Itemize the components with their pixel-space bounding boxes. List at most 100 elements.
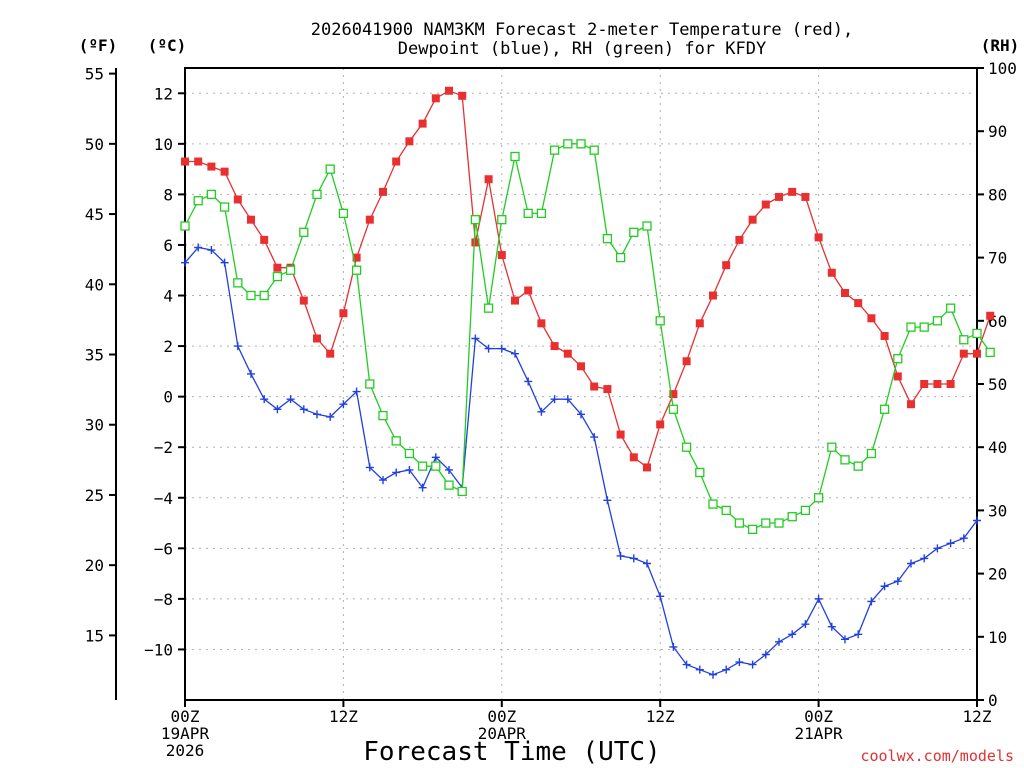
series-layer — [180, 86, 995, 679]
dewpoint-point — [643, 559, 651, 568]
relative-humidity-point — [774, 518, 784, 528]
fahrenheit-tick-label: 50 — [85, 135, 104, 154]
dewpoint-point — [273, 405, 282, 414]
dewpoint-point — [326, 412, 335, 421]
temperature-point — [841, 288, 849, 297]
temperature-point — [326, 349, 335, 358]
celsius-tick-label: 2 — [163, 337, 173, 356]
dewpoint-point — [194, 243, 203, 252]
rh-tick-label: 30 — [988, 501, 1007, 520]
relative-humidity-point — [470, 215, 481, 225]
relative-humidity-point — [787, 512, 797, 522]
relative-humidity-point — [721, 505, 731, 516]
relative-humidity-point — [497, 215, 507, 225]
temperature-point — [194, 157, 203, 166]
dewpoint-point — [497, 344, 506, 353]
relative-humidity-point — [827, 442, 837, 452]
temperature-point — [339, 309, 348, 318]
dewpoint-point — [695, 665, 704, 674]
relative-humidity-point — [312, 189, 322, 200]
temperature-point — [471, 238, 480, 247]
dewpoint-point — [682, 660, 691, 669]
temperature-point — [854, 299, 863, 308]
relative-humidity-point — [708, 499, 718, 509]
x-tick-label: 00Z — [487, 707, 516, 726]
relative-humidity-point — [615, 252, 626, 263]
temperature-point — [590, 382, 599, 391]
temperature-point — [973, 349, 981, 358]
relative-humidity-point — [351, 265, 362, 275]
temperature-point — [788, 187, 797, 196]
temperature-point — [405, 137, 414, 146]
dewpoint-point — [181, 258, 189, 267]
relative-humidity-point — [681, 442, 692, 452]
dewpoint-point — [867, 597, 876, 606]
temperature-point — [656, 420, 665, 429]
temperature-point — [260, 235, 269, 244]
fahrenheit-tick-label: 40 — [85, 275, 104, 294]
relative-humidity-line — [184, 143, 991, 531]
celsius-tick-label: 0 — [163, 388, 173, 407]
relative-humidity-point — [285, 265, 296, 275]
relative-humidity-point — [272, 271, 283, 282]
dewpoint-point — [920, 554, 929, 563]
relative-humidity-point — [932, 316, 943, 326]
rh-tick-label: 90 — [988, 122, 1007, 141]
relative-humidity-point — [629, 227, 639, 237]
temperature-point — [392, 157, 401, 166]
relative-humidity-point — [668, 404, 679, 414]
dewpoint-point — [748, 660, 757, 669]
dewpoint-point — [616, 551, 625, 560]
dewpoint-point — [603, 496, 612, 505]
relative-humidity-point — [800, 505, 811, 516]
temperature-point — [748, 215, 757, 224]
dewpoint-point — [247, 369, 255, 378]
celsius-unit-label: (ºC) — [148, 36, 187, 55]
dewpoint-point — [854, 630, 863, 639]
celsius-tick-label: −4 — [154, 489, 173, 508]
temperature-point — [643, 463, 651, 472]
fahrenheit-tick-label: 30 — [85, 416, 104, 435]
relative-humidity-point — [747, 524, 758, 535]
relative-humidity-point — [549, 145, 560, 155]
temperature-point — [273, 263, 282, 272]
dewpoint-point — [418, 483, 427, 492]
relative-humidity-point — [734, 518, 745, 528]
rh-tick-label: 100 — [988, 59, 1017, 78]
dewpoint-point — [563, 395, 572, 404]
relative-humidity-point — [589, 145, 599, 155]
temperature-point — [445, 86, 453, 95]
temperature-point — [181, 157, 189, 166]
temperature-point — [880, 331, 889, 340]
celsius-tick-label: −6 — [154, 539, 173, 558]
temperature-point — [920, 380, 929, 388]
dewpoint-point — [392, 468, 401, 477]
temperature-point — [893, 372, 902, 381]
fahrenheit-unit-label: (ºF) — [79, 36, 118, 55]
dewpoint-point — [959, 534, 968, 543]
temperature-point — [907, 400, 915, 409]
temperature-point — [524, 286, 533, 295]
temperature-point — [695, 319, 704, 328]
temperature-point — [313, 334, 321, 343]
temperature-point — [220, 167, 229, 176]
dewpoint-point — [233, 342, 242, 351]
dewpoint-point — [299, 405, 308, 414]
grid-layer — [185, 68, 977, 700]
dewpoint-point — [590, 433, 599, 442]
temperature-point — [603, 385, 612, 394]
dewpoint-point — [933, 544, 942, 553]
relative-humidity-point — [642, 221, 652, 231]
rh-tick-label: 40 — [988, 438, 1007, 457]
celsius-tick-label: 10 — [154, 135, 173, 154]
relative-humidity-point — [972, 328, 982, 339]
celsius-tick-label: 6 — [163, 236, 173, 255]
relative-humidity-point — [761, 518, 771, 528]
temperature-point — [814, 233, 823, 242]
temperature-point — [735, 235, 744, 244]
temperature-point — [247, 215, 255, 224]
relative-humidity-point — [431, 461, 441, 471]
temperature-point — [986, 311, 995, 320]
dewpoint-point — [537, 407, 546, 416]
dewpoint-point — [669, 642, 678, 651]
